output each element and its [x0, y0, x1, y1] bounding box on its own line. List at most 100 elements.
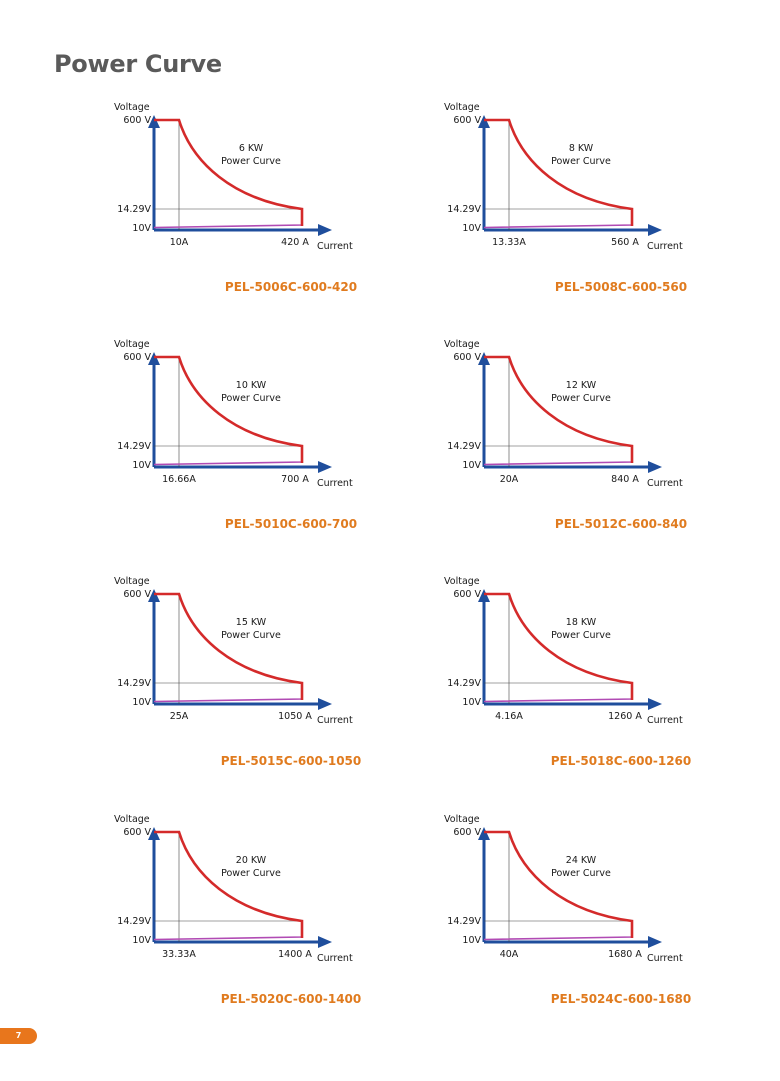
voltage-axis-arrow-icon: [148, 115, 160, 128]
power-rating-label: 10 KW: [236, 380, 267, 391]
power-curve-label: Power Curve: [221, 868, 281, 879]
voltage-axis-label: Voltage: [114, 576, 150, 587]
voltage-mid-label: 14.29V: [117, 441, 151, 452]
voltage-axis-label: Voltage: [114, 814, 150, 825]
power-curve-chart: Voltage 600 V 14.29V 10V 25A 1050 A Current 15 …: [94, 574, 454, 774]
voltage-max-label: 600 V: [123, 115, 151, 126]
power-curve-line: [484, 355, 634, 463]
power-rating-label: 24 KW: [566, 855, 597, 866]
power-curve-chart: Voltage 600 V 14.29V 10V 10A 420 A Current 6 KW…: [94, 100, 454, 300]
min-voltage-line: [153, 683, 303, 703]
voltage-max-label: 600 V: [453, 352, 481, 363]
voltage-max-label: 600 V: [123, 589, 151, 600]
current-axis-label: Current: [647, 715, 683, 726]
voltage-axis-arrow-icon: [148, 589, 160, 602]
voltage-min-label: 10V: [132, 697, 151, 708]
current-max-label: 1260 A: [608, 711, 642, 722]
voltage-axis-arrow-icon: [478, 589, 490, 602]
voltage-max-label: 600 V: [123, 352, 151, 363]
voltage-max-label: 600 V: [453, 589, 481, 600]
power-rating-label: 6 KW: [239, 143, 264, 154]
power-curve-label: Power Curve: [551, 156, 611, 167]
current-min-label: 25A: [170, 711, 189, 722]
current-axis-label: Current: [647, 241, 683, 252]
voltage-axis-arrow-icon: [478, 827, 490, 840]
power-rating-label: 20 KW: [236, 855, 267, 866]
voltage-max-label: 600 V: [453, 827, 481, 838]
current-min-label: 13.33A: [492, 237, 526, 248]
power-curve-line: [154, 592, 304, 700]
voltage-mid-label: 14.29V: [117, 916, 151, 927]
min-voltage-line: [483, 683, 633, 703]
voltage-mid-label: 14.29V: [447, 204, 481, 215]
current-axis-arrow-icon: [648, 698, 662, 710]
power-curve-line: [154, 830, 304, 938]
voltage-max-label: 600 V: [123, 827, 151, 838]
model-number: PEL-5018C-600-1260: [550, 754, 692, 768]
model-number: PEL-5006C-600-420: [224, 280, 358, 294]
current-min-label: 4.16A: [495, 711, 523, 722]
current-max-label: 840 A: [611, 474, 639, 485]
current-min-label: 16.66A: [162, 474, 196, 485]
current-axis-label: Current: [647, 478, 683, 489]
current-axis-arrow-icon: [648, 224, 662, 236]
current-min-label: 20A: [500, 474, 519, 485]
current-max-label: 1680 A: [608, 949, 642, 960]
voltage-min-label: 10V: [132, 223, 151, 234]
current-min-label: 10A: [170, 237, 189, 248]
power-curve-svg: Voltage 600 V 14.29V 10V 10A 420 A Current 6 KW…: [114, 102, 353, 252]
power-curve-svg: Voltage 600 V 14.29V 10V 25A 1050 A Current 15 …: [114, 576, 353, 726]
power-curve-chart: Voltage 600 V 14.29V 10V 4.16A 1260 A Current 1…: [424, 574, 780, 774]
voltage-axis-arrow-icon: [148, 352, 160, 365]
power-curve-svg: Voltage 600 V 14.29V 10V 33.33A 1400 A Current…: [114, 814, 353, 964]
current-max-label: 700 A: [281, 474, 309, 485]
model-number: PEL-5015C-600-1050: [220, 754, 362, 768]
voltage-axis-label: Voltage: [114, 102, 150, 113]
power-rating-label: 15 KW: [236, 617, 267, 628]
min-voltage-line: [153, 921, 303, 941]
model-number: PEL-5012C-600-840: [554, 517, 688, 531]
current-axis-arrow-icon: [318, 224, 332, 236]
voltage-mid-label: 14.29V: [117, 678, 151, 689]
voltage-mid-label: 14.29V: [447, 678, 481, 689]
voltage-axis-label: Voltage: [444, 576, 480, 587]
model-number: PEL-5010C-600-700: [224, 517, 358, 531]
current-axis-arrow-icon: [318, 936, 332, 948]
power-curve-chart: Voltage 600 V 14.29V 10V 40A 1680 A Current 24 …: [424, 812, 780, 1012]
page-title: Power Curve: [54, 50, 222, 78]
voltage-min-label: 10V: [462, 697, 481, 708]
power-curve-chart: Voltage 600 V 14.29V 10V 33.33A 1400 A Current…: [94, 812, 454, 1012]
model-number: PEL-5020C-600-1400: [220, 992, 362, 1006]
current-min-label: 33.33A: [162, 949, 196, 960]
current-max-label: 1050 A: [278, 711, 312, 722]
power-rating-label: 8 KW: [569, 143, 594, 154]
power-curve-svg: Voltage 600 V 14.29V 10V 16.66A 700 A Current 1…: [114, 339, 353, 489]
power-curve-line: [154, 118, 304, 226]
min-voltage-line: [153, 446, 303, 466]
min-voltage-line: [483, 921, 633, 941]
current-axis-label: Current: [317, 953, 353, 964]
power-rating-label: 12 KW: [566, 380, 597, 391]
current-max-label: 560 A: [611, 237, 639, 248]
current-max-label: 1400 A: [278, 949, 312, 960]
voltage-max-label: 600 V: [453, 115, 481, 126]
power-curve-svg: Voltage 600 V 14.29V 10V 40A 1680 A Current 24 …: [444, 814, 683, 964]
power-curve-label: Power Curve: [221, 156, 281, 167]
current-axis-arrow-icon: [648, 461, 662, 473]
power-rating-label: 18 KW: [566, 617, 597, 628]
power-curve-line: [484, 830, 634, 938]
voltage-min-label: 10V: [462, 935, 481, 946]
power-curve-svg: Voltage 600 V 14.29V 10V 4.16A 1260 A Current 1…: [444, 576, 683, 726]
current-min-label: 40A: [500, 949, 519, 960]
current-axis-label: Current: [317, 241, 353, 252]
power-curve-line: [484, 592, 634, 700]
voltage-axis-arrow-icon: [478, 352, 490, 365]
voltage-axis-label: Voltage: [444, 339, 480, 350]
power-curve-chart: Voltage 600 V 14.29V 10V 16.66A 700 A Current 1…: [94, 337, 454, 537]
current-axis-arrow-icon: [648, 936, 662, 948]
power-curve-label: Power Curve: [551, 630, 611, 641]
model-number: PEL-5008C-600-560: [554, 280, 688, 294]
power-curve-label: Power Curve: [221, 393, 281, 404]
min-voltage-line: [153, 209, 303, 229]
current-axis-arrow-icon: [318, 698, 332, 710]
